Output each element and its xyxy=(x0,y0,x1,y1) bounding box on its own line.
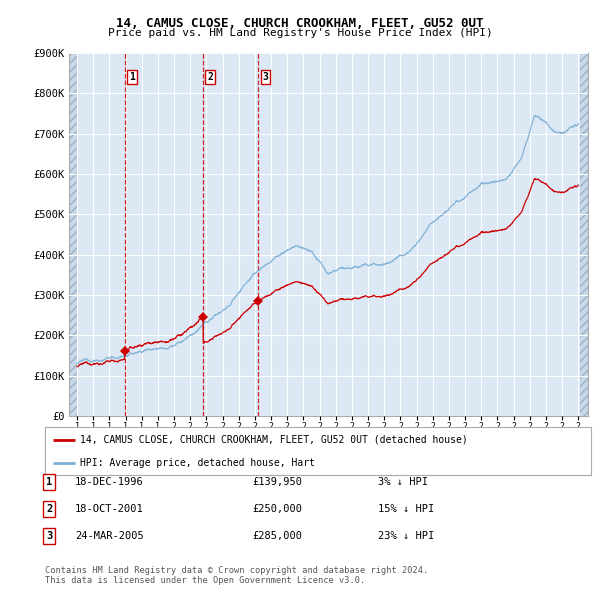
Text: 3% ↓ HPI: 3% ↓ HPI xyxy=(378,477,428,487)
Text: Contains HM Land Registry data © Crown copyright and database right 2024.
This d: Contains HM Land Registry data © Crown c… xyxy=(45,566,428,585)
Text: 18-OCT-2001: 18-OCT-2001 xyxy=(75,504,144,514)
Text: 14, CAMUS CLOSE, CHURCH CROOKHAM, FLEET, GU52 0UT (detached house): 14, CAMUS CLOSE, CHURCH CROOKHAM, FLEET,… xyxy=(80,435,468,445)
Text: 3: 3 xyxy=(46,532,52,541)
Text: HPI: Average price, detached house, Hart: HPI: Average price, detached house, Hart xyxy=(80,458,316,468)
Text: 2: 2 xyxy=(207,73,213,82)
Text: £250,000: £250,000 xyxy=(252,504,302,514)
Text: 14, CAMUS CLOSE, CHURCH CROOKHAM, FLEET, GU52 0UT: 14, CAMUS CLOSE, CHURCH CROOKHAM, FLEET,… xyxy=(116,17,484,30)
Text: 3: 3 xyxy=(263,73,268,82)
Text: 1: 1 xyxy=(129,73,135,82)
Text: 2: 2 xyxy=(46,504,52,514)
Text: 24-MAR-2005: 24-MAR-2005 xyxy=(75,532,144,541)
Text: Price paid vs. HM Land Registry's House Price Index (HPI): Price paid vs. HM Land Registry's House … xyxy=(107,28,493,38)
Text: 1: 1 xyxy=(46,477,52,487)
Text: £285,000: £285,000 xyxy=(252,532,302,541)
Text: £139,950: £139,950 xyxy=(252,477,302,487)
Text: 23% ↓ HPI: 23% ↓ HPI xyxy=(378,532,434,541)
Text: 15% ↓ HPI: 15% ↓ HPI xyxy=(378,504,434,514)
Text: 18-DEC-1996: 18-DEC-1996 xyxy=(75,477,144,487)
